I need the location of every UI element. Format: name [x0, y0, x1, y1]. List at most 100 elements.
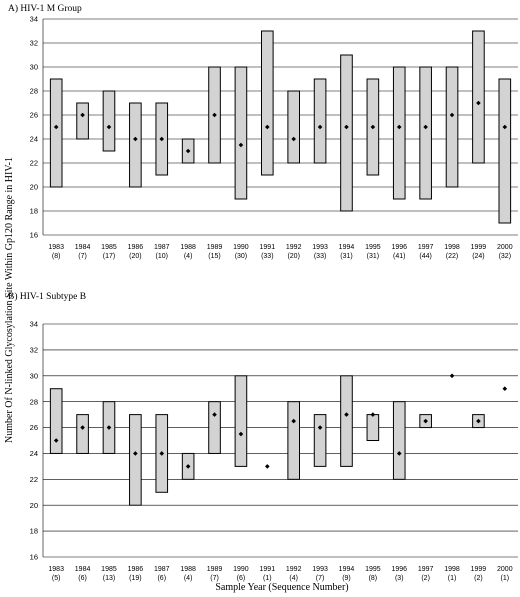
panel-a-range-bar-1990 — [234, 66, 248, 200]
panel-a-x-tick-count: (20) — [129, 253, 141, 260]
panel-b-range-bar-1990 — [234, 375, 248, 467]
panel-a-x-tick-year: 1999 — [471, 244, 487, 251]
panel-b-x-tick-year: 1983 — [48, 566, 64, 573]
panel-a-x-tick-count: (20) — [287, 253, 299, 260]
panel-a-mean-marker-1997 — [423, 124, 428, 130]
panel-b-x-tick-count: (7) — [210, 575, 219, 582]
panel-b-mean-marker-1993 — [317, 425, 323, 430]
panel-b-x-tick-year: 1990 — [233, 566, 249, 573]
panel-b-x-tick-count: (1) — [263, 575, 272, 582]
panel-a-x-tick-year: 1984 — [75, 244, 91, 251]
panel-a-x-tick-count: (31) — [340, 253, 352, 260]
panel-a-range-bar-1994 — [340, 54, 353, 212]
panel-a-x-tick-count: (41) — [393, 253, 405, 260]
panel-b-y-tick-label: 26 — [30, 423, 38, 432]
panel-a-x-tick-count: (4) — [184, 253, 193, 260]
panel-a-range-bar-1986 — [129, 102, 142, 188]
panel-b-x-tick-count: (19) — [129, 575, 141, 582]
panel-b-x-tick-year: 1989 — [207, 566, 223, 573]
panel-b-mean-marker-1998 — [449, 373, 455, 379]
panel-b-x-tick-year: 1996 — [391, 566, 407, 573]
panel-a-x-tick-year: 1997 — [418, 244, 434, 251]
x-axis-label: Sample Year (Sequence Number) — [215, 582, 348, 593]
panel-b-x-tick-year: 1993 — [312, 566, 328, 573]
panel-b-mean-markers — [53, 373, 508, 469]
panel-a-mean-marker-1999 — [476, 100, 481, 106]
panel-b-x-tick-year: 1986 — [128, 566, 144, 573]
panel-a-x-tick-year: 1996 — [391, 244, 407, 251]
panel-b-y-tick-label: 16 — [30, 553, 38, 562]
panel-a-x-tick-count: (33) — [314, 253, 326, 260]
panel-b-x-tick-count: (2) — [474, 575, 483, 582]
panel-b-mean-marker-2000 — [502, 386, 508, 392]
panel-a-y-tick-label: 16 — [30, 231, 38, 240]
panel-a-range-bar-1985 — [102, 90, 116, 152]
panel-a-y-tick-label: 30 — [30, 63, 38, 72]
panel-a-mean-marker-1992 — [291, 136, 296, 142]
panel-b-mean-marker-1997 — [423, 418, 428, 424]
panel-b-x-tick-year: 1998 — [444, 566, 460, 573]
panel-a-x-ticks: 1983 (8) 1984 (7) 1985 (17) 1986 (20) 1987 (10) 19… — [48, 244, 512, 260]
panel-a-range-bar-1993 — [313, 78, 327, 164]
panel-b-range-bar-1992 — [287, 401, 300, 480]
panel-b-x-tick-count: (1) — [448, 575, 457, 582]
panel-a-range-bar-1999 — [472, 30, 485, 164]
panel-b-mean-marker-1994 — [344, 412, 349, 417]
panel-b-mean-marker-1996 — [396, 451, 402, 456]
panel-a-range-bar-1984 — [76, 102, 89, 140]
panel-b-range-bar-1996 — [392, 401, 406, 480]
panel-b-x-tick-year: 1994 — [339, 566, 355, 573]
panel-a-x-tick-year: 1985 — [101, 244, 117, 251]
panel-b-y-tick-label: 22 — [30, 475, 38, 484]
panel-b-mean-marker-1995 — [370, 412, 376, 417]
panel-b-x-tick-count: (6) — [78, 575, 87, 582]
panel-a-range-bar-1983 — [49, 78, 63, 188]
panel-b-x-tick-year: 1995 — [365, 566, 381, 573]
panel-a-x-tick-year: 2000 — [497, 244, 513, 251]
panel-b-title: B) HIV-1 Subtype B — [8, 291, 86, 302]
panel-a-y-tick-label: 28 — [30, 87, 38, 96]
panel-a-x-tick-count: (8) — [52, 253, 61, 260]
panel-b-y-tick-label: 20 — [30, 501, 38, 510]
panel-a-y-tick-label: 26 — [30, 111, 38, 120]
panel-b-mean-marker-1988 — [185, 464, 191, 469]
panel-b-range-bar-1984 — [76, 414, 89, 454]
panel-a-y-tick-label: 24 — [30, 135, 38, 144]
panel-a-x-tick-year: 1994 — [339, 244, 355, 251]
panel-b-y-tick-label: 34 — [30, 320, 38, 329]
panel-a-x-tick-year: 1992 — [286, 244, 302, 251]
panel-a-mean-marker-1985 — [106, 124, 112, 130]
panel-b-y-tick-label: 32 — [30, 345, 38, 354]
panel-a-mean-marker-1987 — [159, 136, 165, 142]
panel-b-mean-marker-1985 — [106, 425, 112, 430]
panel-a-x-tick-year: 1993 — [312, 244, 328, 251]
panel-a-range-bar-1991 — [261, 30, 274, 176]
panel-b-range-bar-1995 — [366, 414, 380, 442]
panel-a-mean-marker-1996 — [396, 124, 402, 130]
panel-b-mean-marker-1983 — [53, 438, 59, 443]
panel-a-mean-marker-1998 — [449, 112, 455, 118]
panel-b-x-tick-year: 1988 — [180, 566, 196, 573]
panel-b-mean-marker-1989 — [212, 412, 217, 417]
panel-a-x-tick-count: (24) — [472, 253, 484, 260]
panel-a-mean-marker-1990 — [238, 142, 244, 148]
panel-b-x-tick-count: (13) — [103, 575, 115, 582]
panel-a-x-tick-year: 1989 — [207, 244, 223, 251]
panel-b-x-tick-year: 1999 — [471, 566, 487, 573]
panel-b-x-tick-count: (9) — [342, 575, 351, 582]
panel-b-y-tick-label: 24 — [30, 449, 38, 458]
panel-a-y-tick-label: 20 — [30, 183, 38, 192]
panel-a-x-tick-count: (15) — [208, 253, 220, 260]
panel-b-mean-marker-1987 — [159, 451, 165, 456]
panel-a-gridlines — [42, 18, 518, 236]
panel-a-mean-marker-1995 — [370, 124, 376, 130]
panel-b-range-bar-1983 — [49, 388, 63, 454]
panel-b-x-tick-year: 1985 — [101, 566, 117, 573]
panel-b-mean-marker-1990 — [238, 431, 244, 437]
panel-a-mean-marker-1983 — [53, 124, 59, 130]
panel-b: B) HIV-1 Subtype B 16182022242628303234 … — [8, 291, 518, 582]
panel-a-y-tick-label: 22 — [30, 159, 38, 168]
panel-b-mean-marker-1992 — [291, 418, 296, 424]
panel-a-mean-marker-1989 — [212, 112, 217, 118]
